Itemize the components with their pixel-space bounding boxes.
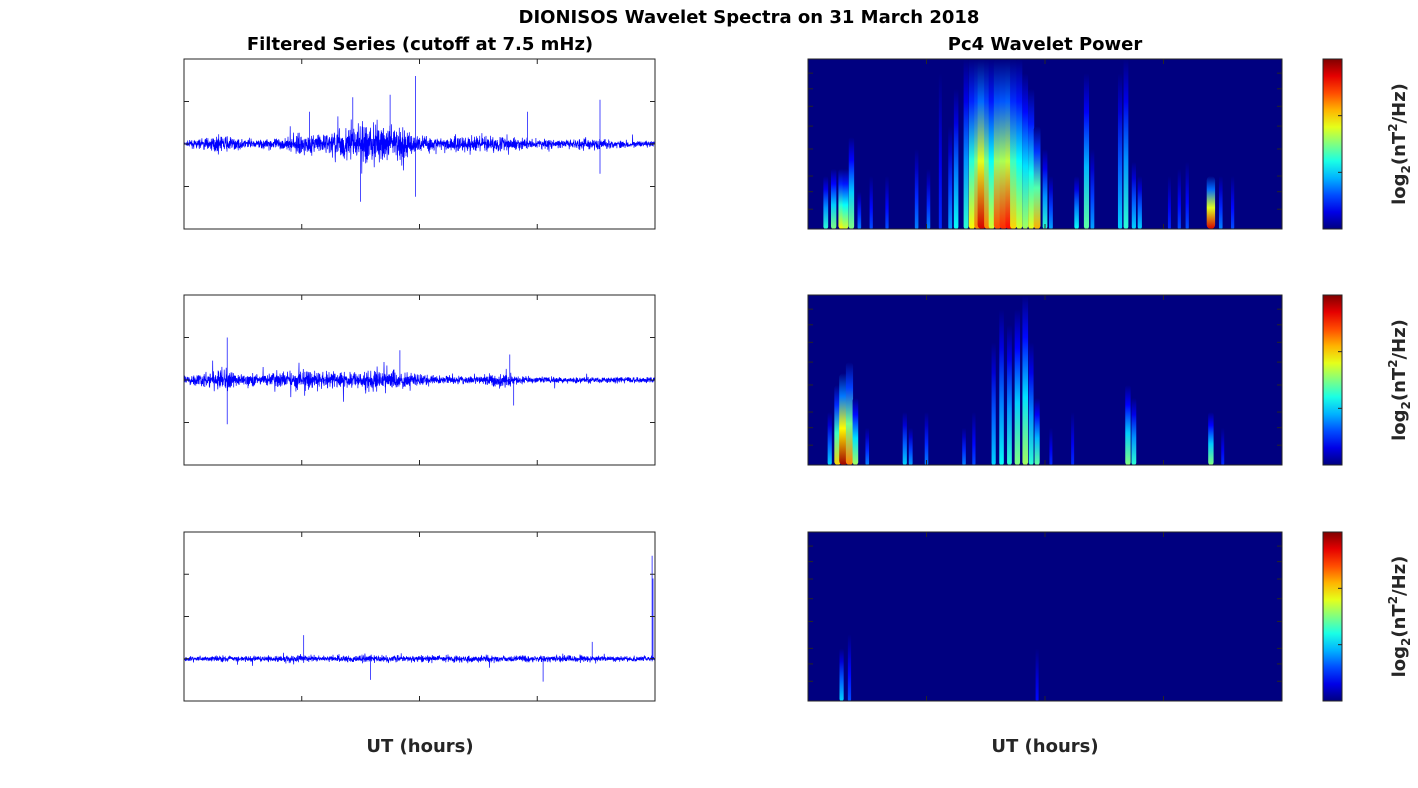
colorbar-gradient bbox=[1322, 58, 1343, 230]
power-burst bbox=[963, 59, 969, 229]
spectrogram-background bbox=[808, 532, 1282, 701]
power-burst bbox=[1125, 384, 1131, 465]
power-burst bbox=[1014, 309, 1021, 465]
power-burst bbox=[1049, 427, 1053, 465]
power-burst bbox=[902, 412, 907, 465]
power-burst bbox=[845, 362, 854, 465]
right-xlabel: UT (hours) bbox=[991, 736, 1098, 757]
power-burst bbox=[1221, 427, 1225, 465]
power-burst bbox=[1010, 59, 1017, 229]
colorbar-label: log2(nT2/Hz) bbox=[1386, 556, 1413, 678]
timeseries-panel-x bbox=[183, 58, 656, 230]
colorbar-gradient bbox=[1322, 531, 1343, 702]
power-burst bbox=[999, 309, 1004, 465]
timeseries-panel-z bbox=[183, 531, 656, 702]
power-burst bbox=[1117, 73, 1123, 229]
spectrogram-background bbox=[808, 295, 1282, 465]
series-line-z bbox=[183, 555, 656, 682]
power-burst bbox=[1218, 176, 1223, 229]
power-burst bbox=[1090, 148, 1095, 229]
power-burst bbox=[1123, 59, 1129, 229]
power-burst bbox=[1231, 176, 1235, 229]
power-burst bbox=[1035, 648, 1039, 701]
power-burst bbox=[1028, 88, 1035, 229]
left-xlabel: UT (hours) bbox=[366, 736, 473, 757]
power-burst bbox=[991, 342, 996, 465]
figure-title: DIONISOS Wavelet Spectra on 31 March 201… bbox=[519, 7, 980, 28]
power-burst bbox=[1167, 176, 1171, 229]
power-burst bbox=[865, 427, 870, 465]
power-burst bbox=[1137, 176, 1142, 229]
timeseries-panel-y bbox=[183, 294, 656, 466]
power-burst bbox=[908, 427, 913, 465]
power-burst bbox=[953, 88, 959, 229]
power-burst bbox=[1177, 168, 1181, 229]
colorbar-label: log2(nT2/Hz) bbox=[1386, 83, 1413, 205]
power-burst bbox=[988, 59, 995, 229]
power-burst bbox=[1049, 176, 1053, 229]
power-burst bbox=[857, 191, 862, 229]
axes-background bbox=[184, 532, 655, 701]
power-burst bbox=[852, 397, 859, 465]
power-burst bbox=[1007, 324, 1012, 465]
power-burst bbox=[1042, 148, 1048, 229]
power-burst bbox=[1185, 161, 1189, 229]
power-burst bbox=[1131, 397, 1137, 465]
wavelet-panel-3 bbox=[807, 531, 1283, 702]
power-burst bbox=[948, 126, 953, 229]
power-burst bbox=[839, 373, 848, 465]
power-burst bbox=[1022, 73, 1029, 229]
power-burst bbox=[914, 148, 919, 229]
power-burst bbox=[1016, 59, 1023, 229]
power-burst bbox=[1208, 412, 1214, 465]
power-burst bbox=[962, 427, 966, 465]
colorbar: log2(nT2/Hz) bbox=[1322, 294, 1413, 466]
power-burst bbox=[1131, 161, 1136, 229]
wavelet-panel-1 bbox=[807, 58, 1283, 230]
colorbar: log2(nT2/Hz) bbox=[1322, 58, 1413, 230]
colorbar-label: log2(nT2/Hz) bbox=[1386, 319, 1413, 441]
power-burst bbox=[977, 59, 986, 229]
colorbar: log2(nT2/Hz) bbox=[1322, 531, 1413, 702]
power-burst bbox=[830, 168, 837, 229]
power-burst bbox=[847, 634, 852, 701]
power-burst bbox=[1074, 176, 1079, 229]
wavelet-panel-2 bbox=[807, 294, 1283, 466]
power-burst bbox=[885, 176, 889, 229]
power-burst bbox=[1022, 295, 1029, 465]
power-burst bbox=[1083, 73, 1090, 229]
power-burst bbox=[968, 59, 976, 229]
power-burst bbox=[1028, 342, 1034, 465]
series-line-x bbox=[183, 76, 656, 202]
power-burst bbox=[993, 59, 1002, 229]
power-burst bbox=[1034, 397, 1040, 465]
power-burst bbox=[823, 176, 829, 229]
power-burst bbox=[869, 176, 873, 229]
power-burst bbox=[839, 648, 844, 701]
series-line-y bbox=[183, 337, 656, 425]
colorbar-gradient bbox=[1322, 294, 1343, 466]
power-burst bbox=[842, 168, 849, 229]
left-column-title: Filtered Series (cutoff at 7.5 mHz) bbox=[247, 34, 593, 55]
power-burst bbox=[926, 168, 931, 229]
power-burst bbox=[924, 412, 929, 465]
power-burst bbox=[848, 137, 855, 229]
power-burst bbox=[1206, 176, 1216, 229]
power-burst bbox=[938, 73, 942, 229]
power-burst bbox=[972, 412, 976, 465]
power-burst bbox=[827, 412, 832, 465]
right-column-title: Pc4 Wavelet Power bbox=[948, 34, 1143, 55]
power-burst bbox=[1033, 126, 1041, 229]
power-burst bbox=[1071, 412, 1075, 465]
